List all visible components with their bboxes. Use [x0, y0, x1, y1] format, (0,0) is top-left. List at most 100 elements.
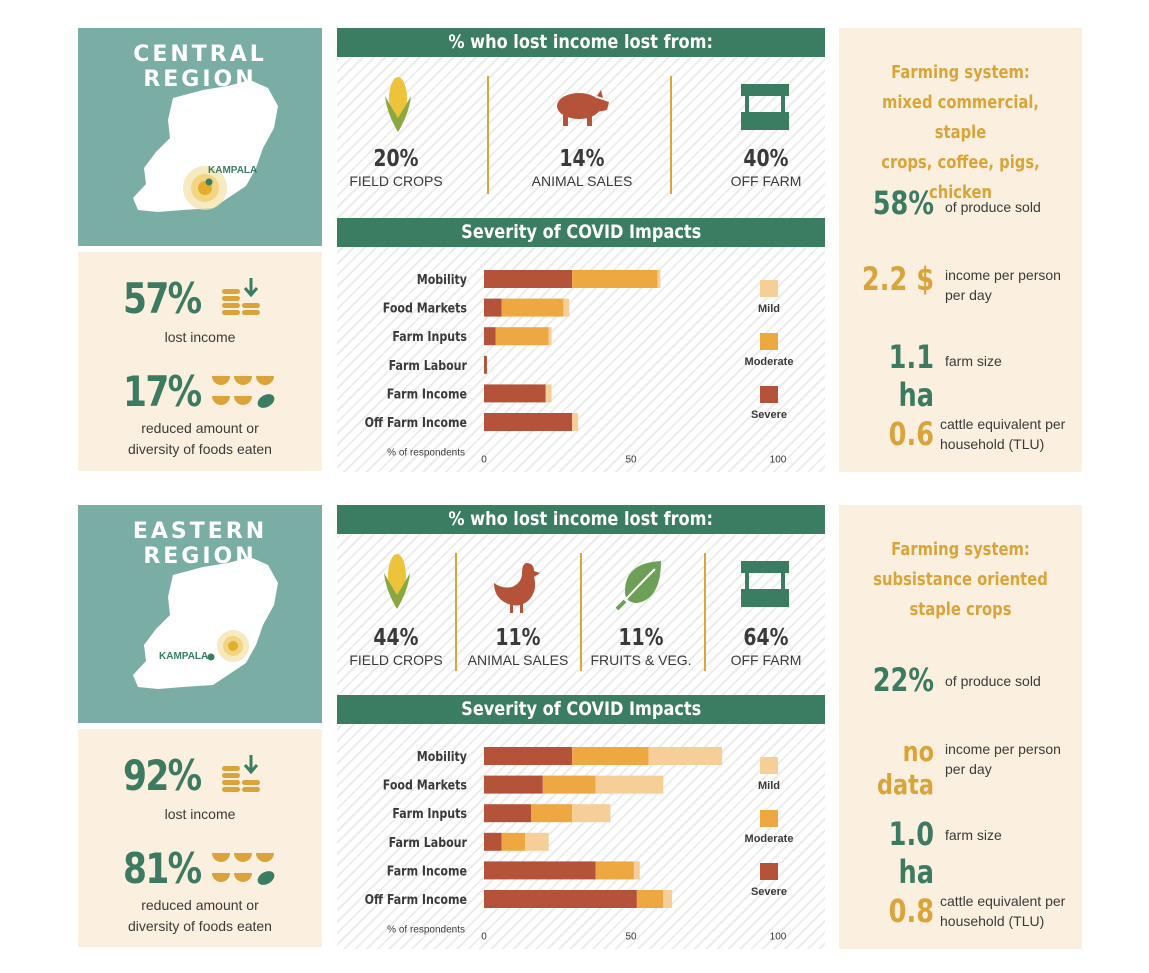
coins-icon: [222, 755, 260, 792]
source-percent: 20%: [373, 146, 419, 172]
bar-severe: [484, 355, 487, 374]
divider: [704, 553, 706, 671]
region-title: EASTERN REGION: [132, 519, 268, 569]
produce-sold-value: 22%: [872, 661, 934, 699]
bar-mild: [648, 747, 723, 765]
legend-label-moderate: Moderate: [745, 833, 794, 845]
x-tick-label: 100: [770, 455, 787, 466]
farming-system-panel: Farming system: subsistance oriented sta…: [839, 505, 1082, 949]
category-label: Food Markets: [383, 778, 467, 793]
bar-severe: [484, 298, 502, 317]
farming-system-title: Farming system: subsistance oriented sta…: [873, 539, 1048, 620]
market-stall-icon: [741, 84, 789, 130]
reduced-food-value: 17%: [123, 367, 202, 416]
reduced-food-label-line2: diversity of foods eaten: [128, 441, 272, 457]
bar-mild: [595, 775, 664, 794]
x-tick-label: 0: [481, 455, 487, 466]
bar-severe: [484, 270, 573, 288]
legend-swatch-severe: [760, 386, 778, 403]
source-off-farm: 64% OFF FARM: [707, 625, 825, 668]
category-label: Mobility: [417, 272, 467, 287]
farming-system-title: Farming system: mixed commercial, staple…: [881, 62, 1040, 203]
legend-label-moderate: Moderate: [745, 356, 794, 368]
reduced-food-label-line2: diversity of foods eaten: [128, 918, 272, 934]
source-fruits-veg: 11% FRUITS & VEG.: [582, 625, 700, 668]
severity-header: Severity of COVID Impacts: [337, 218, 825, 247]
leaf-icon: [615, 561, 661, 611]
legend-label-severe: Severe: [751, 886, 787, 898]
cattle-label: cattle equivalent per household (TLU): [940, 416, 1066, 452]
bar-severe: [484, 861, 596, 880]
lost-income-value: 92%: [123, 751, 202, 800]
bar-severe: [484, 890, 637, 908]
region-eastern: EASTERN REGION KAMPALA 92% lost income 8…: [0, 477, 1149, 949]
source-percent: 40%: [743, 146, 789, 172]
divider: [580, 553, 582, 671]
sources-header: % who lost income lost from:: [337, 28, 825, 57]
bar-mild: [525, 832, 549, 851]
legend-swatch-severe: [760, 863, 778, 880]
x-tick-label: 0: [481, 932, 487, 943]
cattle-label: cattle equivalent per household (TLU): [940, 893, 1066, 929]
source-percent: 14%: [559, 146, 605, 172]
impact-stats-panel: 92% lost income 81% reduced amount or di…: [78, 729, 322, 947]
source-label: OFF FARM: [730, 652, 802, 668]
bar-moderate: [495, 327, 549, 346]
x-axis-label: % of respondents: [387, 448, 465, 459]
region-map-panel: CENTRAL REGION KAMPALA: [78, 28, 322, 246]
legend-swatch-mild: [760, 280, 778, 297]
category-label: Farm Labour: [389, 358, 467, 373]
corn-icon: [385, 77, 411, 132]
bar-severe: [484, 413, 573, 431]
city-label: KAMPALA: [208, 165, 258, 176]
food-bowls-icon: [212, 376, 275, 408]
bar-moderate: [636, 890, 664, 908]
severity-header: Severity of COVID Impacts: [337, 695, 825, 724]
income-value: 2.2 $: [861, 260, 934, 298]
bar-moderate: [531, 804, 573, 823]
bar-mild: [572, 804, 611, 823]
food-bowls-icon: [212, 853, 275, 885]
uganda-map-icon: [133, 80, 278, 212]
source-percent: 11%: [495, 625, 541, 651]
source-label: ANIMAL SALES: [467, 652, 569, 668]
legend-label-mild: Mild: [758, 303, 780, 315]
lost-income-label: lost income: [164, 806, 236, 822]
produce-sold-value: 58%: [872, 184, 934, 222]
divider: [455, 553, 457, 671]
source-animal-sales: 11% ANIMAL SALES: [459, 625, 577, 668]
corn-icon: [384, 554, 410, 609]
farm-size-label: farm size: [945, 353, 1002, 369]
source-label: FRUITS & VEG.: [590, 652, 692, 668]
source-field-crops: 44% FIELD CROPS: [337, 625, 455, 668]
bar-moderate: [501, 832, 526, 851]
category-label: Farm Income: [387, 864, 467, 879]
reduced-food-value: 81%: [123, 844, 202, 893]
bar-severe: [484, 804, 532, 823]
category-label: Farm Labour: [389, 835, 467, 850]
bar-severe: [484, 832, 502, 851]
bar-severe: [484, 327, 496, 346]
cattle-value: 0.6: [888, 415, 934, 453]
bar-moderate: [572, 747, 649, 765]
source-label: FIELD CROPS: [349, 173, 443, 189]
city-label: KAMPALA: [159, 651, 209, 662]
x-axis-label: % of respondents: [387, 925, 465, 936]
category-label: Food Markets: [383, 301, 467, 316]
source-label: FIELD CROPS: [349, 652, 443, 668]
source-field-crops: 20% FIELD CROPS: [337, 146, 455, 189]
income-value: no data: [877, 735, 934, 801]
farm-size-value: 1.0 ha: [888, 815, 934, 891]
legend-swatch-moderate: [760, 810, 778, 827]
chicken-icon: [494, 563, 540, 613]
category-label: Off Farm Income: [365, 892, 467, 907]
category-label: Mobility: [417, 749, 467, 764]
income-label: income per person per day: [945, 741, 1061, 777]
bar-moderate: [595, 861, 634, 880]
source-percent: 11%: [618, 625, 664, 651]
income-sources-panel: % who lost income lost from: 20% FIELD C…: [337, 28, 825, 472]
bar-mild: [548, 327, 552, 346]
source-label: ANIMAL SALES: [531, 173, 633, 189]
bar-mild: [663, 890, 673, 908]
source-label: OFF FARM: [730, 173, 802, 189]
